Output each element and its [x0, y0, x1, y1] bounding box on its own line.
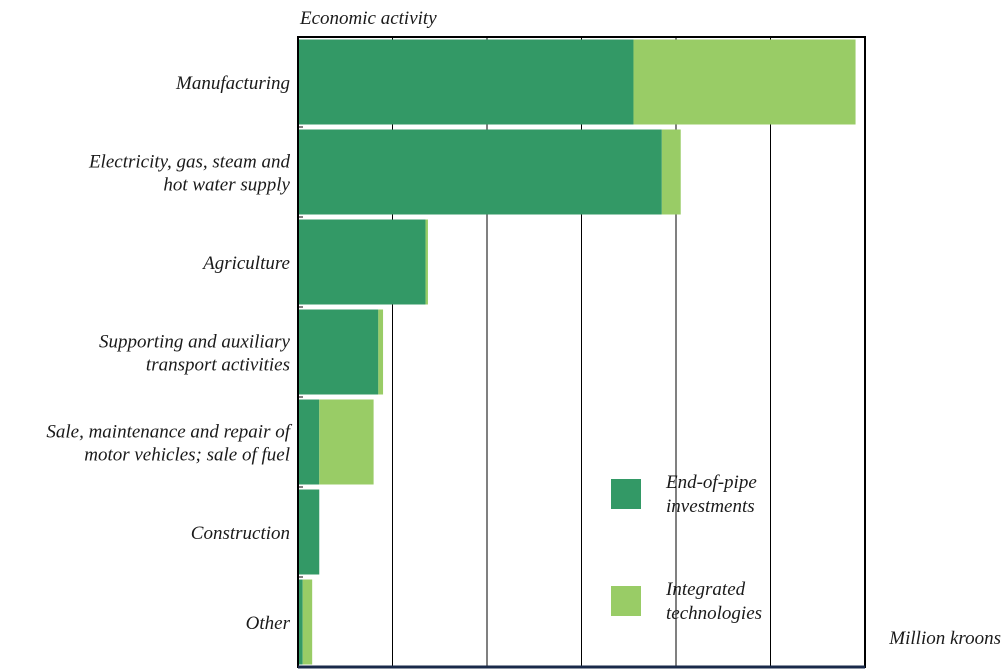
category-label: Other [246, 613, 291, 634]
category-label: Supporting and auxiliary transport activi… [99, 332, 291, 376]
legend: End-of-pipe investments Integrated technolo… [611, 472, 762, 624]
y-tick-marks [298, 126, 303, 578]
bar-integrated [661, 129, 681, 215]
category-label: Agriculture [201, 253, 290, 274]
bar-end-of-pipe [298, 309, 379, 395]
bar-integrated [633, 39, 856, 125]
bar-end-of-pipe [298, 489, 320, 575]
bar-end-of-pipe [298, 39, 634, 125]
bar-integrated [378, 309, 384, 395]
bar-end-of-pipe [298, 129, 662, 215]
category-label: Electricity, gas, steam and hot water sup… [88, 152, 291, 196]
bar-end-of-pipe [298, 399, 320, 485]
bar-integrated [319, 399, 374, 485]
category-labels: Manufacturing Electricity, gas, steam and… [46, 73, 292, 634]
category-label: Manufacturing [175, 73, 290, 94]
legend-label: Integrated technologies [665, 579, 762, 624]
category-label: Construction [191, 523, 290, 544]
bar-end-of-pipe [298, 219, 426, 305]
bar-integrated [302, 579, 313, 665]
x-axis-title: Million kroons [888, 628, 1001, 649]
bars [298, 39, 856, 665]
y-axis-title: Economic activity [299, 8, 437, 29]
legend-swatch-integrated [611, 586, 641, 616]
legend-swatch-end-of-pipe [611, 479, 641, 509]
category-label: Sale, maintenance and repair of motor veh… [46, 422, 292, 466]
bar-end-of-pipe [298, 579, 303, 665]
legend-label: End-of-pipe investments [665, 472, 757, 517]
bar-integrated [425, 219, 428, 305]
